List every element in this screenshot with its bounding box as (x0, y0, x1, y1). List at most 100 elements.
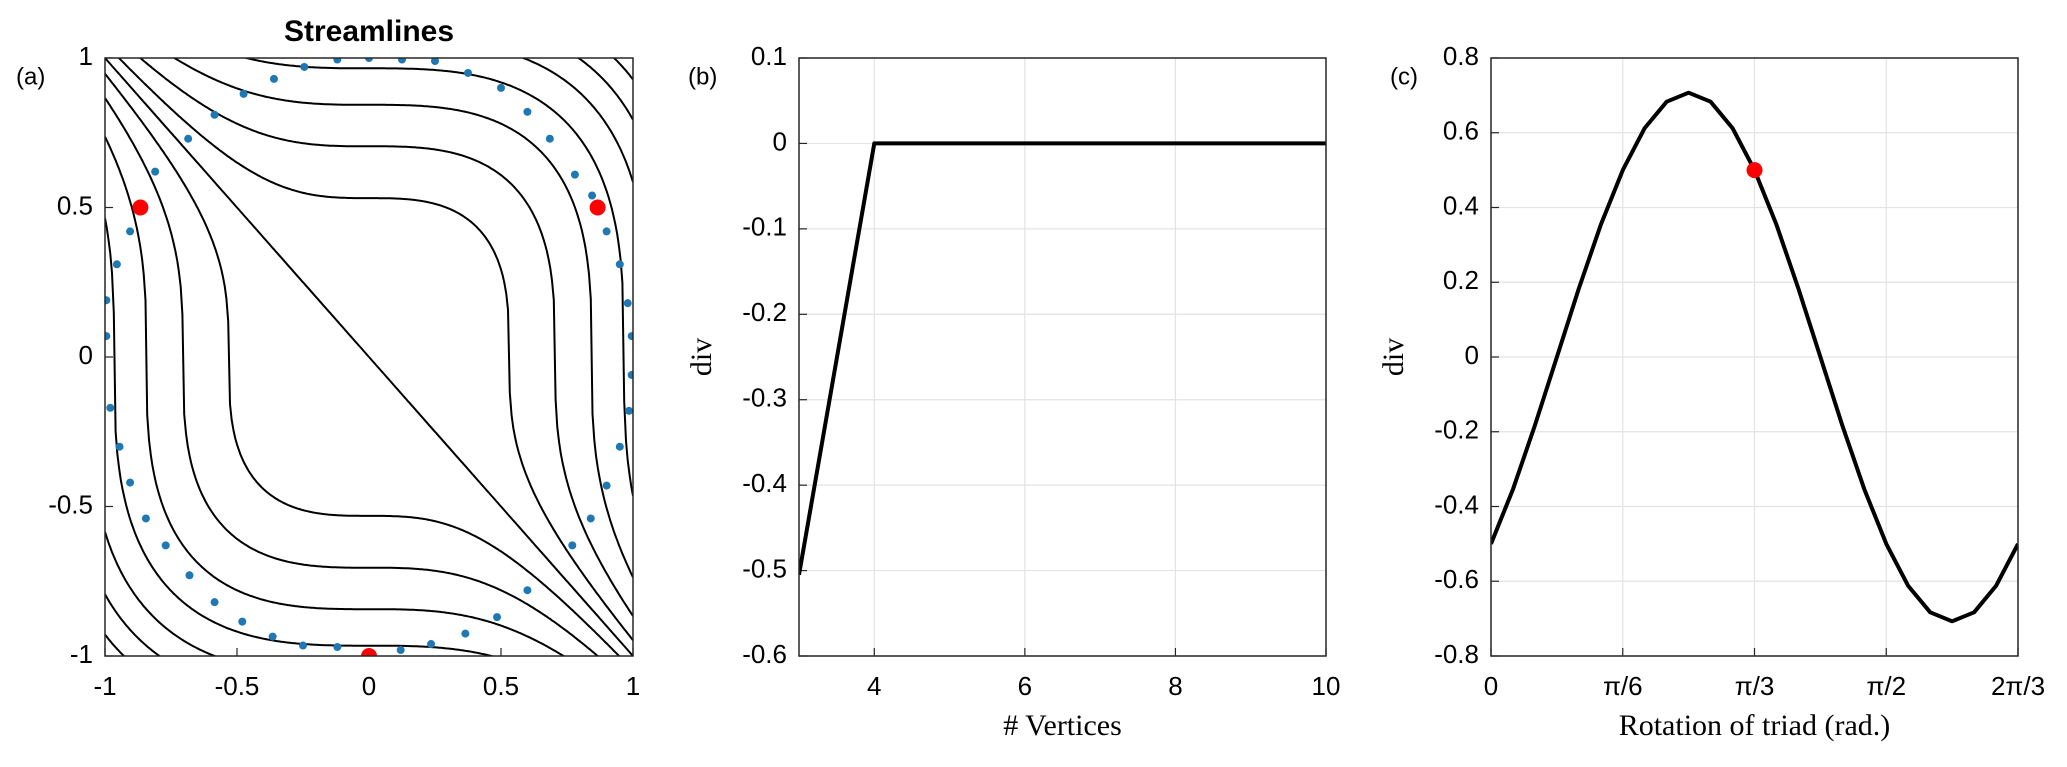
point (105, 296, 111, 305)
x-tick-label: π/3 (1735, 671, 1775, 701)
streamline (105, 218, 496, 656)
point (333, 58, 342, 64)
point (602, 481, 611, 490)
plot-content (105, 58, 633, 656)
y-tick-label: 0 (79, 340, 93, 370)
y-tick-label: -0.4 (1434, 489, 1479, 519)
streamline (138, 58, 633, 617)
point (268, 632, 277, 641)
streamline (105, 531, 218, 656)
x-tick-label: 0 (1484, 671, 1498, 701)
x-tick-label: -1 (93, 671, 116, 701)
y-axis-label: div (685, 338, 718, 376)
point (126, 478, 135, 487)
point (615, 260, 624, 269)
point (365, 58, 373, 62)
y-tick-label: 0.1 (751, 41, 787, 71)
point (210, 110, 219, 119)
panel-label: (b) (688, 63, 717, 90)
point (141, 514, 150, 523)
y-tick-label: -0.5 (742, 553, 787, 583)
x-tick-label: 1 (626, 671, 640, 701)
axes-box (104, 57, 634, 657)
streamline (242, 58, 633, 496)
point (333, 643, 342, 652)
point (570, 170, 579, 179)
point (615, 442, 624, 451)
point (299, 641, 307, 650)
y-tick-label: -0.3 (742, 383, 787, 413)
point (586, 514, 595, 523)
point (625, 406, 633, 415)
point (210, 598, 219, 607)
point (602, 227, 611, 236)
point (589, 199, 606, 216)
point (523, 586, 532, 595)
y-tick-label: 0.5 (57, 190, 93, 220)
y-tick-label: -0.2 (742, 297, 787, 327)
y-axis-label: div (1377, 338, 1410, 376)
point (300, 62, 309, 71)
y-tick-label: 0.8 (1443, 41, 1479, 71)
point (568, 541, 577, 550)
y-tick-label: -0.4 (742, 468, 787, 498)
point (361, 648, 377, 656)
point (497, 83, 505, 92)
plot-content (799, 141, 1326, 576)
x-tick-label: 6 (1018, 671, 1032, 701)
point (545, 134, 554, 143)
x-tick-label: π/6 (1603, 671, 1643, 701)
x-tick-label: π/2 (1866, 671, 1906, 701)
y-tick-label: 0.2 (1443, 265, 1479, 295)
y-tick-label: -0.5 (48, 489, 93, 519)
x-tick-label: -0.5 (215, 671, 260, 701)
panel-label: (a) (16, 63, 45, 90)
streamline (105, 58, 633, 656)
point (627, 332, 633, 341)
y-tick-label: 0 (773, 126, 787, 156)
point (427, 640, 436, 649)
y-tick-label: -0.6 (1434, 564, 1479, 594)
point (184, 134, 193, 143)
y-tick-label: 0.6 (1443, 116, 1479, 146)
x-axis-label: Rotation of triad (rad.) (1619, 709, 1891, 742)
point (106, 403, 115, 412)
y-tick-label: -1 (70, 639, 93, 669)
point (523, 107, 532, 116)
point (398, 58, 406, 64)
x-tick-label: 8 (1168, 671, 1182, 701)
point (132, 199, 149, 216)
y-tick-label: 0.4 (1443, 190, 1479, 220)
chart-title: Streamlines (284, 15, 454, 48)
point (493, 613, 502, 622)
point (588, 191, 597, 200)
x-tick-label: 4 (867, 671, 881, 701)
streamline (105, 97, 600, 656)
point (238, 617, 247, 626)
point (464, 68, 472, 77)
streamline (172, 58, 633, 578)
streamline (105, 136, 566, 656)
x-axis-label: # Vertices (1003, 709, 1122, 742)
x-tick-label: 10 (1312, 671, 1341, 701)
data-line (799, 141, 1326, 576)
point (185, 571, 194, 580)
point (151, 167, 160, 176)
streamline (117, 58, 633, 641)
y-tick-label: -0.8 (1434, 639, 1479, 669)
point (115, 442, 124, 451)
point (126, 227, 135, 236)
point (623, 299, 632, 308)
y-tick-label: -0.2 (1434, 415, 1479, 445)
point (239, 89, 248, 98)
y-tick-label: -0.6 (742, 639, 787, 669)
point (105, 332, 111, 341)
y-tick-label: -0.1 (742, 212, 787, 242)
streamline (105, 73, 621, 656)
y-tick-label: 0 (1465, 340, 1479, 370)
x-tick-label: 2π/3 (1991, 671, 2045, 701)
point (461, 629, 470, 638)
point (627, 370, 633, 379)
